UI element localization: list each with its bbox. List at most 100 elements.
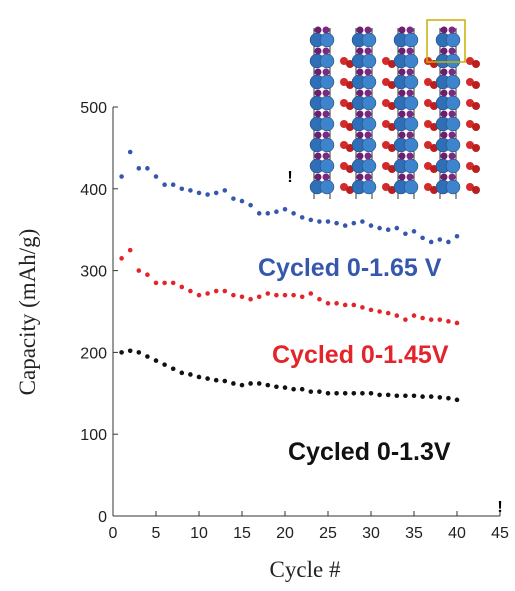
atom (406, 173, 414, 181)
point (454, 397, 460, 403)
atom (445, 116, 461, 132)
atom (466, 57, 474, 65)
point (377, 225, 382, 231)
atom (364, 152, 372, 160)
point (403, 231, 408, 237)
series-label: Cycled 0-1.3V (288, 438, 451, 466)
atom (440, 68, 448, 76)
atom (356, 152, 364, 160)
point (291, 292, 296, 298)
point (299, 386, 305, 392)
point (153, 358, 159, 363)
point (188, 288, 193, 294)
atom (382, 183, 390, 191)
point (205, 376, 210, 381)
point (454, 233, 460, 239)
point (403, 393, 408, 399)
point (162, 280, 167, 286)
atom (406, 89, 414, 97)
x-tick-label: 0 (109, 525, 118, 542)
atom (319, 116, 335, 132)
atom (406, 152, 414, 160)
atom (448, 26, 456, 34)
point (360, 219, 365, 224)
point (420, 235, 425, 241)
y-tick-label: 0 (98, 509, 107, 526)
atom (424, 141, 432, 149)
atom (403, 53, 419, 69)
atom (406, 110, 414, 118)
atom (322, 110, 330, 118)
point (231, 292, 236, 298)
atom (398, 89, 406, 97)
point (205, 291, 210, 296)
atom (382, 78, 390, 86)
atom (424, 162, 432, 170)
atom (319, 179, 335, 195)
series-label: Cycled 0-1.45V (272, 341, 449, 369)
atom (319, 158, 335, 174)
x-tick-label: 15 (233, 525, 251, 542)
point (385, 392, 391, 398)
atom (398, 131, 406, 139)
point (256, 211, 262, 216)
point (291, 211, 296, 216)
atom (340, 120, 348, 128)
atom (382, 57, 390, 65)
point (213, 377, 219, 383)
atom (319, 53, 335, 69)
point (265, 211, 271, 216)
atom (322, 131, 330, 139)
atom (382, 99, 390, 107)
atom (466, 141, 474, 149)
point (411, 313, 417, 318)
atom (398, 26, 406, 34)
point (127, 149, 133, 155)
atom (314, 173, 322, 181)
atom (472, 123, 480, 131)
atom (424, 99, 432, 107)
atom (466, 120, 474, 128)
point (179, 370, 185, 376)
atom (403, 32, 419, 48)
point (239, 198, 245, 204)
point (454, 320, 460, 326)
atom (364, 110, 372, 118)
atom (440, 152, 448, 160)
y-tick-label: 200 (80, 345, 107, 362)
atom (340, 99, 348, 107)
point (411, 393, 417, 399)
point (437, 237, 443, 242)
point (162, 362, 167, 367)
atom (314, 26, 322, 34)
point (351, 220, 357, 226)
point (145, 354, 150, 359)
atom (361, 137, 377, 153)
annotation: ! (287, 169, 292, 186)
point (248, 381, 253, 386)
point (385, 227, 391, 232)
atom (472, 165, 480, 173)
atom (382, 141, 390, 149)
x-tick-label: 40 (448, 525, 466, 542)
x-tick-label: 35 (405, 525, 423, 542)
point (231, 381, 236, 386)
point (437, 317, 443, 322)
atom (314, 89, 322, 97)
point (119, 350, 124, 355)
point (368, 307, 374, 313)
point (428, 239, 434, 245)
x-tick-label: 20 (276, 525, 294, 542)
point (446, 319, 451, 324)
atom (356, 173, 364, 181)
point (317, 389, 322, 394)
point (403, 317, 408, 322)
point (145, 272, 150, 277)
point (351, 391, 357, 396)
atom (448, 110, 456, 118)
point (368, 391, 374, 396)
atom (440, 89, 448, 97)
point (213, 190, 219, 196)
atom (466, 162, 474, 170)
point (222, 288, 228, 294)
